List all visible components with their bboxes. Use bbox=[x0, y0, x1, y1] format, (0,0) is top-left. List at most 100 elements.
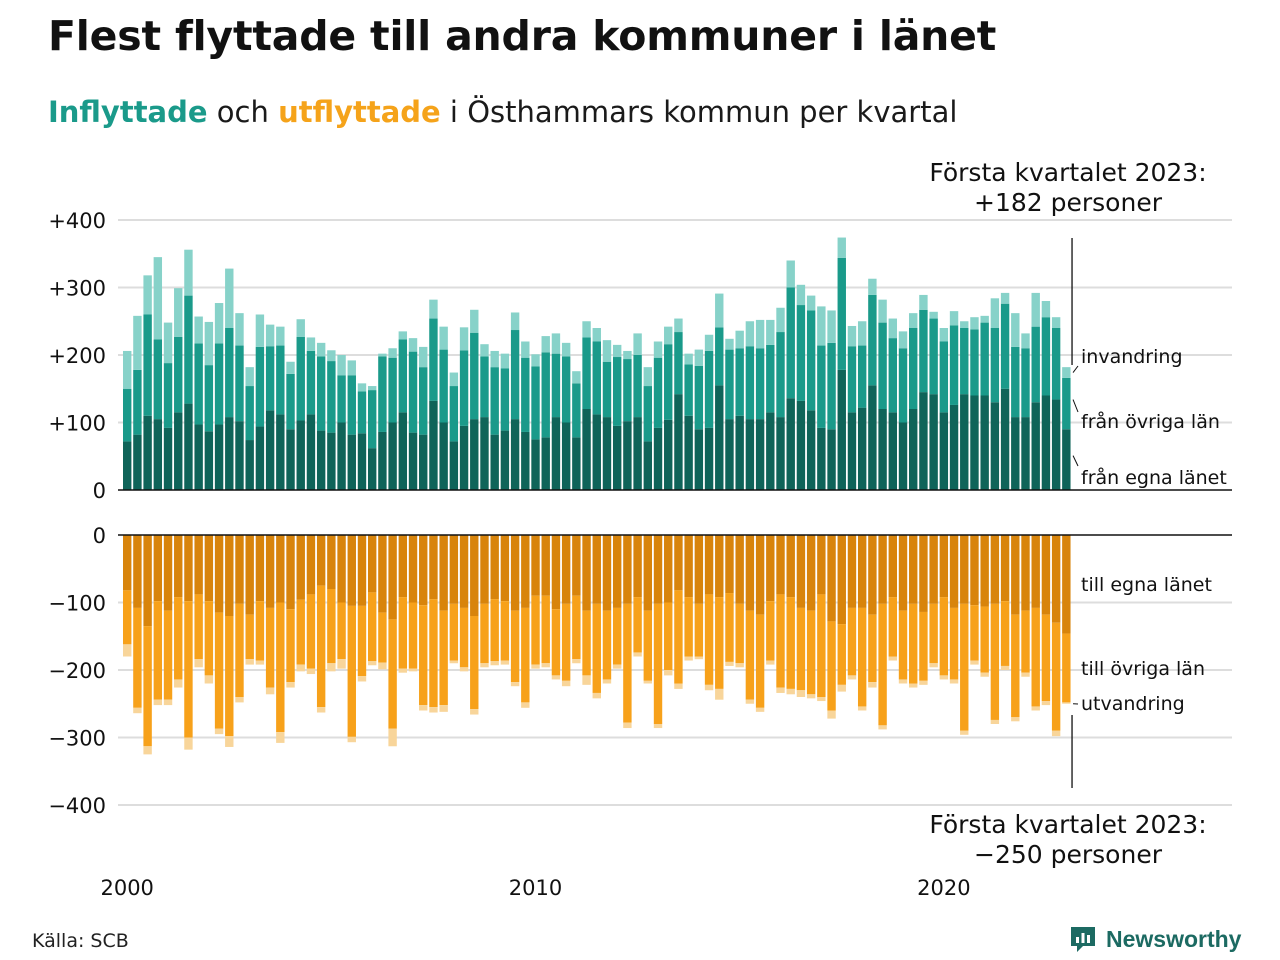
bar-inflow-other-counties bbox=[1000, 303, 1010, 389]
bar-outflow-emigration bbox=[153, 699, 163, 706]
bar-outflow-own-county bbox=[378, 535, 387, 613]
bar-outflow-own-county bbox=[755, 535, 765, 615]
bar-outflow-emigration bbox=[653, 724, 663, 729]
bar-outflow-emigration bbox=[327, 663, 336, 672]
bar-inflow-own-county bbox=[766, 412, 775, 490]
bar-outflow-emigration bbox=[194, 659, 203, 668]
bar-inflow-other-counties bbox=[459, 350, 469, 426]
bar-outflow-emigration bbox=[286, 682, 295, 688]
bar-inflow-immigration bbox=[306, 337, 316, 351]
bar-inflow-own-county bbox=[990, 402, 1000, 490]
annotation-top-line2: +182 personer bbox=[974, 188, 1163, 217]
bar-outflow-other-counties bbox=[245, 614, 254, 660]
bar-inflow-own-county bbox=[633, 417, 642, 490]
bar-outflow-other-counties bbox=[664, 602, 673, 670]
series-label-till-ovriga-lan: till övriga län bbox=[1081, 658, 1205, 680]
bar-outflow-other-counties bbox=[194, 594, 203, 660]
bar-inflow-immigration bbox=[755, 319, 765, 349]
bar-inflow-other-counties bbox=[612, 357, 622, 426]
bar-inflow-immigration bbox=[715, 293, 724, 328]
bar-outflow-own-county bbox=[919, 535, 928, 612]
bar-outflow-emigration bbox=[582, 675, 591, 685]
bar-inflow-own-county bbox=[919, 392, 928, 490]
bar-outflow-emigration bbox=[541, 663, 550, 668]
bar-inflow-other-counties bbox=[776, 332, 785, 418]
bar-outflow-other-counties bbox=[255, 601, 265, 661]
bar-outflow-other-counties bbox=[470, 616, 479, 710]
bar-inflow-own-county bbox=[561, 422, 571, 490]
bar-inflow-immigration bbox=[225, 268, 234, 328]
bar-outflow-other-counties bbox=[123, 590, 132, 645]
bar-outflow-emigration bbox=[715, 688, 724, 700]
bar-outflow-own-county bbox=[327, 535, 336, 589]
bar-inflow-own-county bbox=[551, 417, 561, 490]
bar-inflow-other-counties bbox=[755, 348, 765, 420]
bar-outflow-own-county bbox=[806, 535, 816, 611]
bar-inflow-own-county bbox=[868, 385, 877, 490]
bar-outflow-own-county bbox=[367, 535, 377, 593]
bar-outflow-other-counties bbox=[388, 619, 397, 729]
bar-inflow-other-counties bbox=[1062, 377, 1071, 430]
bar-inflow-other-counties bbox=[439, 349, 448, 423]
bar-inflow-immigration bbox=[541, 336, 550, 353]
bar-outflow-other-counties bbox=[184, 601, 193, 738]
bar-outflow-own-county bbox=[766, 535, 775, 602]
bar-inflow-immigration bbox=[888, 318, 897, 339]
bar-outflow-emigration bbox=[174, 679, 183, 688]
bar-outflow-other-counties bbox=[612, 607, 622, 665]
bar-outflow-other-counties bbox=[735, 603, 744, 664]
bar-outflow-other-counties bbox=[490, 599, 499, 662]
bar-outflow-other-counties bbox=[929, 603, 938, 664]
bar-outflow-own-county bbox=[715, 535, 724, 598]
bar-inflow-other-counties bbox=[694, 365, 704, 430]
bar-inflow-own-county bbox=[500, 430, 510, 490]
bar-outflow-other-counties bbox=[316, 585, 326, 708]
bar-inflow-immigration bbox=[255, 314, 265, 347]
bar-inflow-other-counties bbox=[276, 345, 285, 415]
bar-outflow-own-county bbox=[235, 535, 244, 604]
bar-inflow-own-county bbox=[1011, 417, 1020, 490]
bar-inflow-immigration bbox=[664, 326, 673, 345]
bar-outflow-other-counties bbox=[551, 609, 561, 676]
bar-outflow-other-counties bbox=[970, 605, 979, 661]
bar-inflow-own-county bbox=[1021, 417, 1030, 490]
bar-outflow-own-county bbox=[408, 535, 418, 603]
bar-inflow-immigration bbox=[653, 341, 663, 358]
bar-outflow-other-counties bbox=[704, 594, 714, 685]
bar-outflow-other-counties bbox=[1021, 610, 1030, 673]
bar-inflow-other-counties bbox=[429, 318, 438, 401]
bar-outflow-own-county bbox=[214, 535, 224, 613]
bar-inflow-immigration bbox=[439, 326, 448, 350]
bar-outflow-other-counties bbox=[235, 603, 244, 697]
bar-inflow-other-counties bbox=[541, 352, 550, 438]
bar-outflow-emigration bbox=[694, 656, 704, 660]
bar-outflow-own-county bbox=[868, 535, 877, 615]
bar-inflow-other-counties bbox=[419, 367, 428, 435]
bar-inflow-immigration bbox=[347, 360, 356, 376]
bar-outflow-other-counties bbox=[429, 599, 438, 708]
annotation-bottom-line1: Första kvartalet 2023: bbox=[929, 810, 1206, 839]
bar-outflow-other-counties bbox=[296, 599, 305, 665]
bar-inflow-other-counties bbox=[827, 342, 836, 430]
bar-outflow-emigration bbox=[633, 652, 642, 657]
bar-outflow-own-county bbox=[245, 535, 254, 615]
bar-outflow-emigration bbox=[735, 663, 744, 668]
bar-inflow-own-county bbox=[174, 412, 183, 490]
bar-outflow-other-counties bbox=[265, 607, 275, 688]
bar-outflow-own-county bbox=[612, 535, 622, 608]
bar-outflow-emigration bbox=[306, 668, 316, 675]
bar-inflow-other-counties bbox=[796, 305, 806, 401]
bar-inflow-own-county bbox=[837, 369, 846, 490]
bar-outflow-emigration bbox=[204, 675, 214, 684]
bar-inflow-other-counties bbox=[745, 346, 755, 420]
bar-inflow-own-county bbox=[674, 394, 683, 490]
bar-inflow-own-county bbox=[225, 417, 234, 490]
bar-inflow-other-counties bbox=[766, 344, 775, 413]
bar-inflow-own-county bbox=[163, 427, 173, 490]
bar-inflow-immigration bbox=[1021, 333, 1030, 349]
bar-inflow-own-county bbox=[398, 412, 408, 490]
bar-outflow-other-counties bbox=[980, 606, 989, 673]
bar-outflow-own-county bbox=[316, 535, 326, 586]
bar-outflow-emigration bbox=[796, 690, 806, 697]
